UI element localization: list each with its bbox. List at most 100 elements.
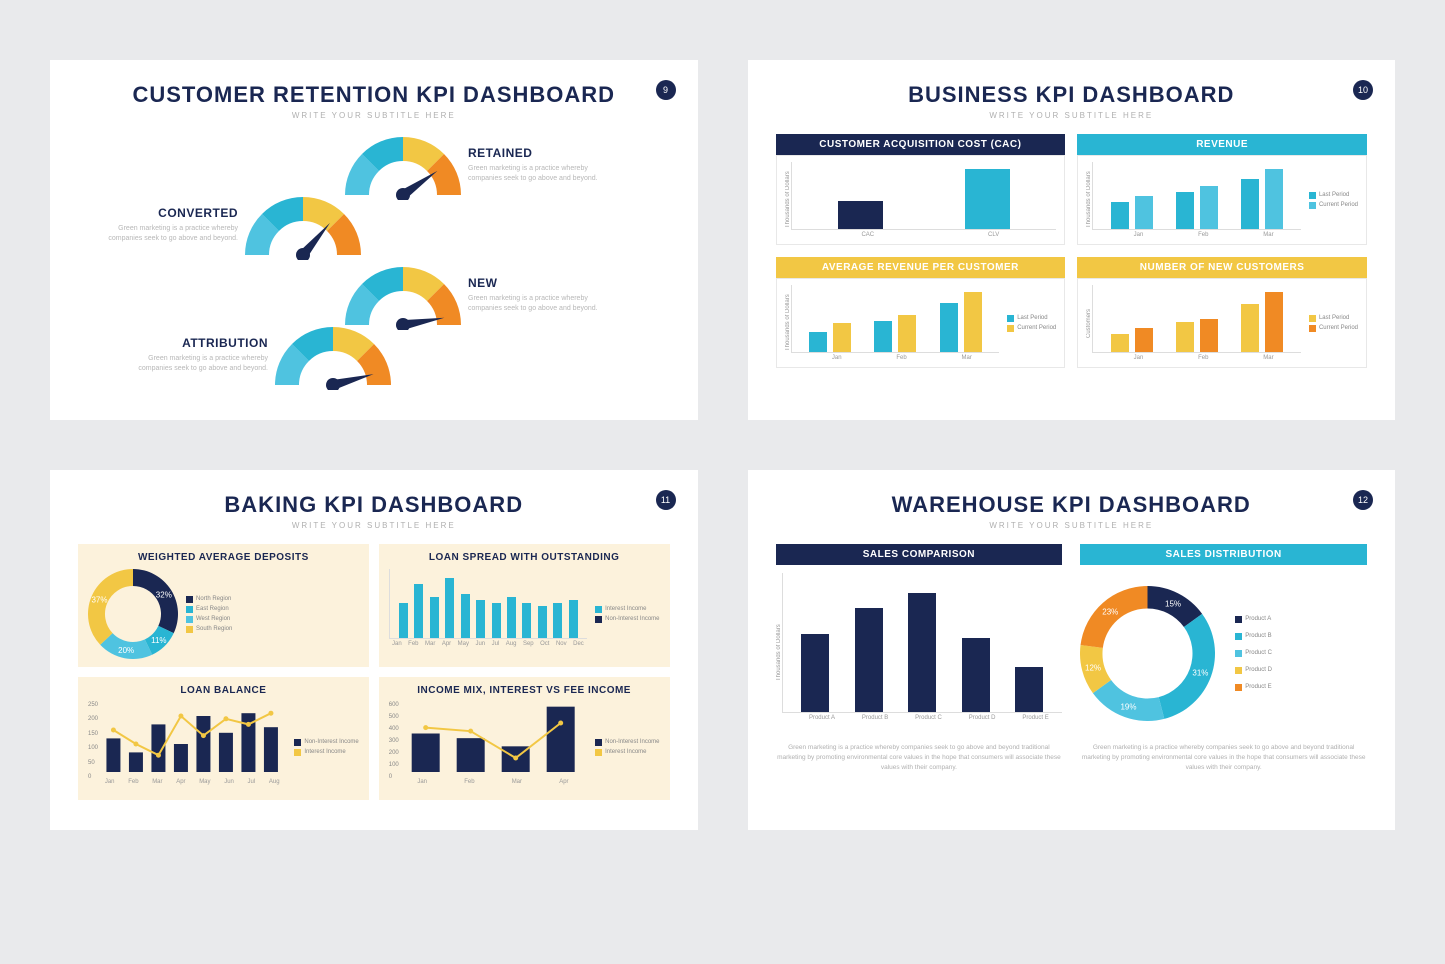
legend-item: Last Period bbox=[1007, 315, 1056, 322]
legend-item: South Region bbox=[186, 626, 359, 633]
gauge-converted: CONVERTED Green marketing is a practice w… bbox=[98, 190, 368, 260]
chart-panel: AVERAGE REVENUE PER CUSTOMER Thousands o… bbox=[776, 257, 1066, 368]
legend-item: Non-Interest Income bbox=[294, 739, 358, 746]
slide-number: 10 bbox=[1353, 80, 1373, 100]
chart-body: Customers JanFebMar Last PeriodCurrent P… bbox=[1077, 278, 1367, 368]
gauge-retained: RETAINEDGreen marketing is a practice wh… bbox=[338, 130, 608, 200]
donut-chart: 15%31%19%12%23% bbox=[1080, 586, 1215, 721]
legend-item: Interest Income bbox=[595, 606, 659, 613]
legend-item: Non-Interest Income bbox=[595, 739, 659, 746]
x-labels: JanFebMarAprMayJunJulAugSepOctNovDec bbox=[389, 641, 587, 647]
legend-item: Current Period bbox=[1309, 202, 1358, 209]
gauge-label: NEW bbox=[468, 276, 608, 290]
svg-text:31%: 31% bbox=[1193, 668, 1209, 677]
svg-text:12%: 12% bbox=[1085, 663, 1101, 672]
gauge-desc: Green marketing is a practice whereby co… bbox=[98, 224, 238, 244]
bars bbox=[1092, 162, 1301, 230]
svg-text:15%: 15% bbox=[1165, 599, 1181, 608]
x-labels: JanFebMar bbox=[1092, 355, 1301, 361]
x-labels: JanFebMarAprMayJunJulAug bbox=[98, 779, 286, 785]
legend: Last PeriodCurrent Period bbox=[1301, 285, 1358, 361]
bar bbox=[940, 303, 958, 352]
chart-body: Thousands of Dollars CACCLV bbox=[776, 155, 1066, 245]
bar bbox=[492, 603, 501, 638]
slide-number: 9 bbox=[656, 80, 676, 100]
legend-item: Current Period bbox=[1007, 325, 1056, 332]
sales-comparison: SALES COMPARISON Thousands of Dollars Pr… bbox=[776, 544, 1063, 772]
chart-header: AVERAGE REVENUE PER CUSTOMER bbox=[776, 257, 1066, 278]
gauge-label: CONVERTED bbox=[98, 206, 238, 220]
bars bbox=[791, 285, 1000, 353]
x-labels: Product AProduct BProduct CProduct DProd… bbox=[782, 715, 1063, 721]
chart-header: REVENUE bbox=[1077, 134, 1367, 155]
legend: Last Period Current Period bbox=[1301, 162, 1358, 238]
gauge-chart bbox=[238, 190, 368, 260]
slide-title: BAKING KPI DASHBOARD bbox=[78, 492, 670, 518]
bar bbox=[553, 603, 562, 638]
bar bbox=[964, 292, 982, 352]
slide-business: 10 BUSINESS KPI DASHBOARD WRITE YOUR SUB… bbox=[748, 60, 1396, 420]
bar bbox=[1200, 319, 1218, 352]
y-ticks: 0100200300400500600 bbox=[389, 702, 399, 792]
legend-item: Product B bbox=[1235, 633, 1367, 640]
gauge-text: CONVERTED Green marketing is a practice w… bbox=[98, 206, 238, 244]
bar bbox=[809, 332, 827, 352]
gauge-area: RETAINEDGreen marketing is a practice wh… bbox=[78, 120, 670, 400]
svg-text:20%: 20% bbox=[118, 646, 134, 655]
slide-retention: 9 CUSTOMER RETENTION KPI DASHBOARD WRITE… bbox=[50, 60, 698, 420]
slide-baking: 11 BAKING KPI DASHBOARD WRITE YOUR SUBTI… bbox=[50, 470, 698, 830]
gauge-desc: Green marketing is a practice whereby co… bbox=[468, 294, 608, 314]
bar bbox=[445, 578, 454, 638]
slide-subtitle: WRITE YOUR SUBTITLE HERE bbox=[776, 521, 1368, 530]
bars bbox=[782, 573, 1063, 713]
panels-grid: WEIGHTED AVERAGE DEPOSITS32%11%20%37% No… bbox=[78, 544, 670, 800]
bar bbox=[1111, 334, 1129, 352]
panel: LOAN SPREAD WITH OUTSTANDING JanFebMarAp… bbox=[379, 544, 670, 667]
legend-item: Last Period bbox=[1309, 192, 1358, 199]
x-labels: JanFebMar bbox=[1092, 232, 1301, 238]
legend-item: Product D bbox=[1235, 667, 1367, 674]
charts-grid: CUSTOMER ACQUISITION COST (CAC) Thousand… bbox=[776, 134, 1368, 368]
legend-item: Interest Income bbox=[595, 749, 659, 756]
gauge-desc: Green marketing is a practice whereby co… bbox=[468, 164, 608, 184]
svg-text:11%: 11% bbox=[151, 636, 166, 645]
legend-item: North Region bbox=[186, 596, 359, 603]
bar bbox=[965, 169, 1010, 229]
chart-body: Thousands of Dollars JanFebMar Last Peri… bbox=[776, 278, 1066, 368]
legend: North Region East Region West Region South … bbox=[178, 569, 359, 659]
legend-item: West Region bbox=[186, 616, 359, 623]
bar bbox=[476, 600, 485, 638]
charts-row: SALES COMPARISON Thousands of Dollars Pr… bbox=[776, 544, 1368, 772]
slide-title: WAREHOUSE KPI DASHBOARD bbox=[776, 492, 1368, 518]
slide-title: BUSINESS KPI DASHBOARD bbox=[776, 82, 1368, 108]
legend: Last Period Current Period bbox=[999, 285, 1056, 361]
bar bbox=[1111, 202, 1129, 229]
legend-item: Product C bbox=[1235, 650, 1367, 657]
svg-text:32%: 32% bbox=[156, 590, 172, 599]
panel-title: INCOME MIX, INTEREST VS FEE INCOME bbox=[389, 685, 660, 696]
sales-distribution: SALES DISTRIBUTION 15%31%19%12%23% Produ… bbox=[1080, 544, 1367, 772]
bars bbox=[791, 162, 1057, 230]
bar bbox=[1241, 179, 1259, 229]
chart-header: CUSTOMER ACQUISITION COST (CAC) bbox=[776, 134, 1066, 155]
bar bbox=[801, 634, 829, 712]
gauge-attribution: ATTRIBUTIONGreen marketing is a practice… bbox=[128, 320, 398, 390]
gauge-text: RETAINEDGreen marketing is a practice wh… bbox=[468, 146, 608, 184]
chart-header: SALES DISTRIBUTION bbox=[1080, 544, 1367, 565]
bar bbox=[399, 603, 408, 638]
bar bbox=[1200, 186, 1218, 229]
footer-text: Green marketing is a practice whereby co… bbox=[1080, 743, 1367, 772]
chart-panel: REVENUE Thousands of Dollars JanFebMar L… bbox=[1077, 134, 1367, 245]
chart-header: NUMBER OF NEW CUSTOMERS bbox=[1077, 257, 1367, 278]
bar bbox=[898, 315, 916, 352]
bar bbox=[1265, 169, 1283, 229]
bar bbox=[1265, 292, 1283, 352]
chart-body: Thousands of Dollars JanFebMar Last Peri… bbox=[1077, 155, 1367, 245]
x-labels: JanFebMar bbox=[791, 355, 1000, 361]
gauge-text: ATTRIBUTIONGreen marketing is a practice… bbox=[128, 336, 268, 374]
panel: WEIGHTED AVERAGE DEPOSITS32%11%20%37% No… bbox=[78, 544, 369, 667]
gauge-text: NEW Green marketing is a practice whereby… bbox=[468, 276, 608, 314]
bar bbox=[507, 597, 516, 638]
panel: LOAN BALANCE050100150200250 JanFebMarApr… bbox=[78, 677, 369, 800]
legend-item: East Region bbox=[186, 606, 359, 613]
